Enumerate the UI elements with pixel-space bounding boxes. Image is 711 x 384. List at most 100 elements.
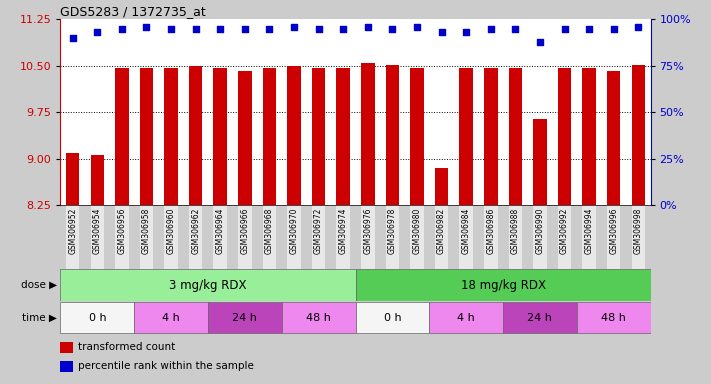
Bar — [484, 205, 498, 269]
Bar — [631, 65, 645, 205]
Bar — [287, 205, 301, 269]
Point — [264, 25, 275, 31]
Text: GSM306968: GSM306968 — [265, 207, 274, 254]
Text: GSM306956: GSM306956 — [117, 207, 127, 254]
Point — [608, 25, 619, 31]
Text: GDS5283 / 1372735_at: GDS5283 / 1372735_at — [60, 5, 206, 18]
Text: GSM306980: GSM306980 — [412, 207, 422, 254]
Point — [362, 23, 373, 30]
Point — [67, 35, 78, 41]
Point — [215, 25, 226, 31]
Point — [436, 29, 447, 35]
Bar — [60, 270, 356, 301]
Bar — [435, 168, 449, 205]
Text: time ▶: time ▶ — [22, 313, 57, 323]
Text: GSM306952: GSM306952 — [68, 207, 77, 254]
Bar — [356, 270, 651, 301]
Point — [510, 25, 521, 31]
Bar — [312, 68, 326, 205]
Point — [141, 23, 152, 30]
Text: GSM306978: GSM306978 — [388, 207, 397, 254]
Bar — [429, 302, 503, 333]
Text: 18 mg/kg RDX: 18 mg/kg RDX — [461, 279, 545, 291]
Bar — [140, 68, 154, 205]
Bar — [557, 68, 571, 205]
Text: 24 h: 24 h — [528, 313, 552, 323]
Bar — [582, 68, 596, 205]
Point — [559, 25, 570, 31]
Bar — [607, 71, 621, 205]
Bar — [508, 205, 522, 269]
Text: 0 h: 0 h — [88, 313, 106, 323]
Text: GSM306990: GSM306990 — [535, 207, 545, 254]
Bar — [557, 205, 571, 269]
Bar — [90, 154, 104, 205]
Bar — [189, 66, 203, 205]
Bar — [60, 361, 73, 372]
Text: GSM306962: GSM306962 — [191, 207, 201, 254]
Bar — [356, 302, 429, 333]
Bar — [312, 205, 326, 269]
Bar — [164, 205, 178, 269]
Point — [116, 25, 127, 31]
Point — [584, 25, 595, 31]
Text: GSM306972: GSM306972 — [314, 207, 323, 254]
Bar — [459, 68, 473, 205]
Bar — [533, 205, 547, 269]
Bar — [238, 205, 252, 269]
Text: 0 h: 0 h — [383, 313, 401, 323]
Bar — [577, 302, 651, 333]
Bar — [385, 205, 399, 269]
Text: GSM306970: GSM306970 — [289, 207, 299, 254]
Point — [289, 23, 300, 30]
Bar — [66, 205, 80, 269]
Point — [239, 25, 250, 31]
Bar — [115, 68, 129, 205]
Bar — [90, 205, 104, 269]
Point — [313, 25, 324, 31]
Point — [190, 25, 201, 31]
Text: 4 h: 4 h — [457, 313, 475, 323]
Bar — [336, 205, 350, 269]
Text: GSM306958: GSM306958 — [142, 207, 151, 254]
Text: GSM306984: GSM306984 — [461, 207, 471, 254]
Bar — [60, 342, 73, 353]
Bar — [282, 302, 356, 333]
Bar — [262, 68, 276, 205]
Bar — [503, 302, 577, 333]
Text: GSM306992: GSM306992 — [560, 207, 569, 254]
Text: GSM306986: GSM306986 — [486, 207, 496, 254]
Bar — [410, 68, 424, 205]
Bar — [385, 65, 399, 205]
Text: GSM306954: GSM306954 — [93, 207, 102, 254]
Bar — [134, 302, 208, 333]
Bar — [361, 205, 375, 269]
Bar — [607, 205, 621, 269]
Text: GSM306982: GSM306982 — [437, 207, 446, 253]
Point — [92, 29, 103, 35]
Bar — [60, 302, 134, 333]
Bar — [582, 205, 596, 269]
Bar — [287, 66, 301, 205]
Bar — [189, 205, 203, 269]
Text: GSM306994: GSM306994 — [584, 207, 594, 254]
Bar — [410, 205, 424, 269]
Text: 24 h: 24 h — [232, 313, 257, 323]
Bar — [533, 119, 547, 205]
Point — [387, 25, 398, 31]
Bar — [66, 153, 80, 205]
Bar — [213, 205, 227, 269]
Text: 48 h: 48 h — [602, 313, 626, 323]
Text: GSM306976: GSM306976 — [363, 207, 373, 254]
Text: GSM306988: GSM306988 — [510, 207, 520, 253]
Text: GSM306966: GSM306966 — [240, 207, 250, 254]
Bar — [484, 68, 498, 205]
Point — [461, 29, 472, 35]
Text: GSM306960: GSM306960 — [166, 207, 176, 254]
Text: percentile rank within the sample: percentile rank within the sample — [78, 361, 254, 371]
Point — [485, 25, 496, 31]
Text: transformed count: transformed count — [78, 342, 176, 352]
Bar — [238, 71, 252, 205]
Bar — [459, 205, 473, 269]
Text: 3 mg/kg RDX: 3 mg/kg RDX — [169, 279, 247, 291]
